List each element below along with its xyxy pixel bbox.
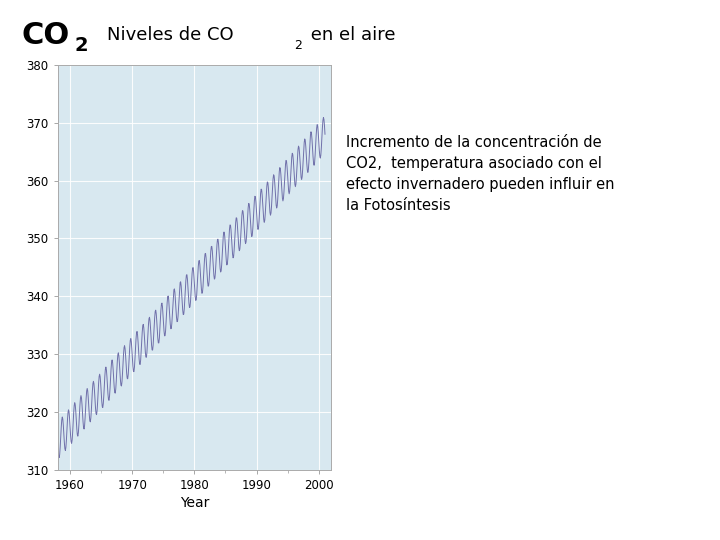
- Text: 2: 2: [74, 36, 88, 56]
- Text: CO: CO: [22, 21, 70, 50]
- Text: Incremento de la concentración de
CO2,  temperatura asociado con el
efecto inver: Incremento de la concentración de CO2, t…: [346, 135, 614, 213]
- X-axis label: Year: Year: [180, 496, 209, 510]
- Text: 2: 2: [294, 39, 302, 52]
- Text: en el aire: en el aire: [305, 26, 395, 44]
- Text: Niveles de CO: Niveles de CO: [107, 26, 233, 44]
